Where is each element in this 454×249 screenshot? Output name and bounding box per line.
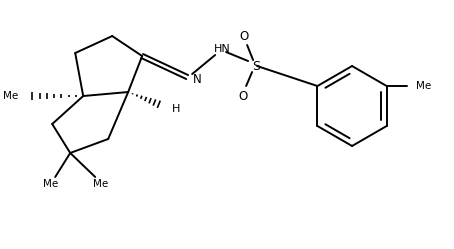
Text: N: N	[193, 72, 202, 85]
Text: Me: Me	[43, 179, 58, 189]
Text: O: O	[240, 30, 249, 43]
Text: Me: Me	[3, 91, 18, 101]
Text: S: S	[252, 60, 260, 72]
Text: HN: HN	[214, 44, 231, 54]
Text: Me: Me	[93, 179, 108, 189]
Text: O: O	[238, 90, 248, 103]
Text: H: H	[172, 104, 181, 114]
Text: Me: Me	[416, 81, 431, 91]
